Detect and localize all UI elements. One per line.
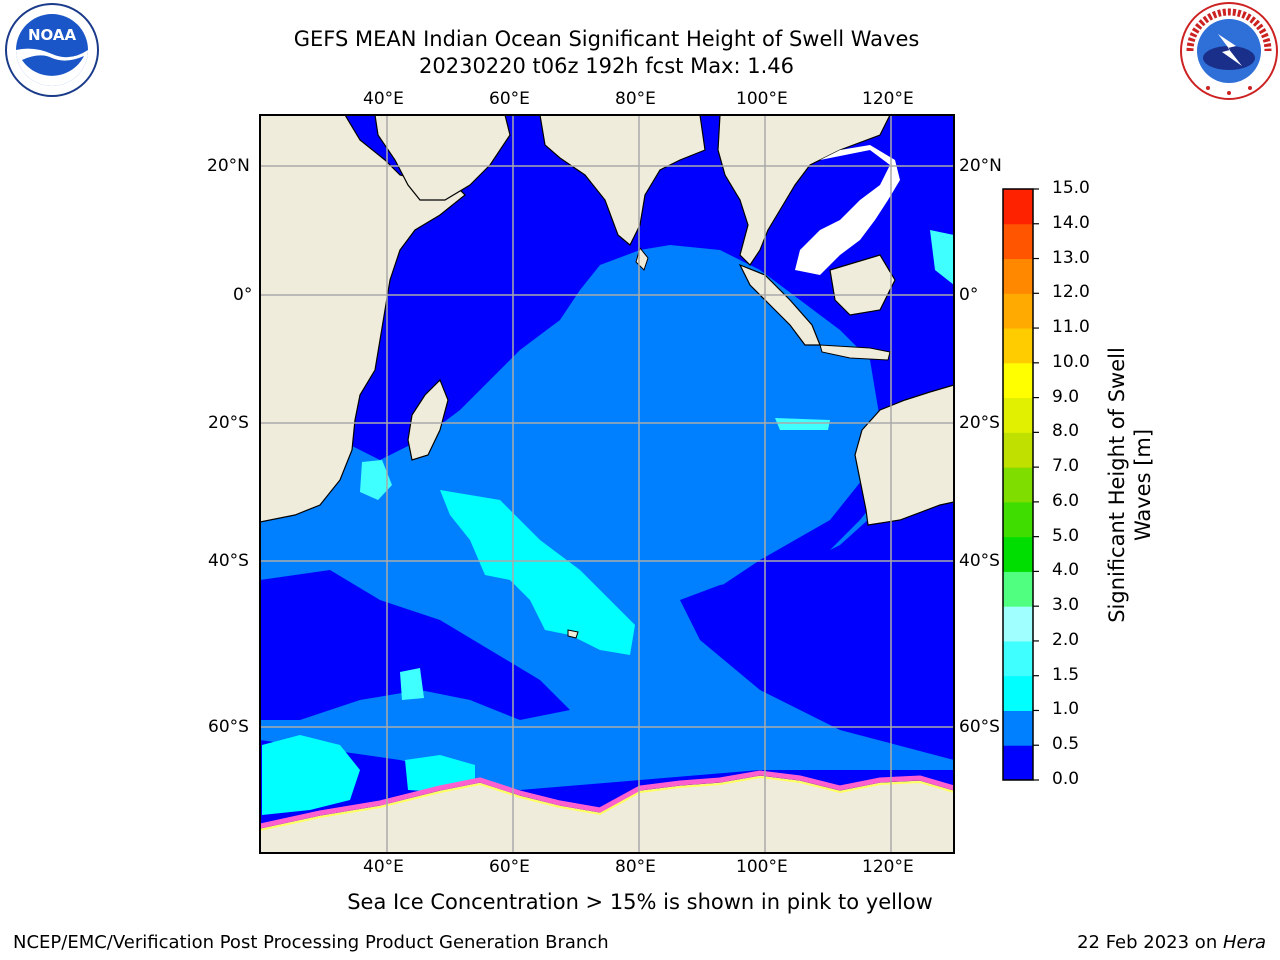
colorbar-segment — [1003, 536, 1033, 572]
colorbar-segment — [1003, 710, 1033, 746]
colorbar-segment — [1003, 362, 1033, 399]
land-india — [539, 115, 706, 246]
ocean-swell-high-west — [360, 460, 392, 500]
colorbar-label-line1: Significant Height of Swell — [1105, 347, 1129, 623]
lon-tick-top-60: 60°E — [489, 89, 530, 109]
colorbar-segment — [1003, 189, 1033, 225]
lon-tick-top-40: 40°E — [363, 89, 404, 109]
gridlines — [260, 115, 954, 853]
colorbar-tick-label: 1.0 — [1052, 699, 1080, 720]
lat-tick-right-20s: 20°S — [959, 413, 1000, 433]
land-seasia — [717, 115, 891, 266]
land-madagascar — [407, 378, 449, 461]
lon-tick-top-80: 80°E — [615, 89, 656, 109]
sea-ice-note: Sea Ice Concentration > 15% is shown in … — [347, 890, 933, 914]
colorbar-segment — [1003, 675, 1033, 711]
sea-ice-pink — [260, 770, 954, 829]
colorbar-segment — [1003, 606, 1033, 642]
lat-tick-right-0: 0° — [959, 285, 979, 305]
land-africa — [260, 115, 466, 523]
colorbar-tick-label: 4.0 — [1052, 560, 1080, 581]
colorbar-tick-label: 5.0 — [1052, 525, 1080, 546]
footer-date: 22 Feb 2023 on Hera — [1077, 932, 1266, 953]
ocean-swell-high-ne — [930, 230, 954, 285]
colorbar — [1002, 188, 1039, 781]
colorbar-tick-label: 9.0 — [1052, 386, 1080, 407]
lat-tick-right-40s: 40°S — [959, 551, 1000, 571]
colorbar-tick-label: 12.0 — [1052, 282, 1090, 303]
colorbar-segment — [1003, 432, 1033, 468]
lon-tick-bottom-40: 40°E — [363, 857, 404, 877]
ocean-swell-low-north — [260, 115, 954, 620]
map-title: GEFS MEAN Indian Ocean Significant Heigh… — [293, 27, 920, 51]
colorbar-tick-label: 3.0 — [1052, 595, 1080, 616]
lon-tick-bottom-60: 60°E — [489, 857, 530, 877]
colorbar-tick-label: 8.0 — [1052, 421, 1080, 442]
colorbar-label-line2: Waves [m] — [1131, 428, 1155, 542]
lat-tick-left-0: 0° — [233, 285, 253, 305]
ocean-swell-high-sw — [262, 735, 360, 815]
ocean-swell-low-east — [680, 380, 954, 760]
noaa-logo: NOAA — [5, 3, 99, 97]
colorbar-segment — [1003, 397, 1033, 433]
ocean-swell-high-center — [440, 490, 635, 655]
colorbar-tick-label: 6.0 — [1052, 490, 1080, 511]
land-arabia — [374, 115, 511, 201]
lat-tick-left-20n: 20°N — [207, 156, 250, 176]
land-kerguelen — [567, 629, 579, 639]
colorbar-tick-label: 1.5 — [1052, 664, 1080, 685]
lon-tick-bottom-80: 80°E — [615, 857, 656, 877]
colorbar-frame — [1002, 188, 1034, 781]
colorbar-tick-label: 11.0 — [1052, 317, 1090, 338]
colorbar-tick-label: 0.0 — [1052, 769, 1080, 789]
lon-tick-bottom-100: 100°E — [736, 857, 788, 877]
colorbar-tick-label: 14.0 — [1052, 212, 1090, 233]
nws-logo — [1180, 2, 1278, 100]
colorbar-tick-label: 0.5 — [1052, 734, 1080, 755]
colorbar-segment — [1003, 328, 1033, 364]
colorbar-segment — [1003, 258, 1033, 294]
lon-tick-bottom-120: 120°E — [862, 857, 914, 877]
lat-tick-left-20s: 20°S — [208, 413, 249, 433]
footer-date-text: 22 Feb 2023 on — [1077, 932, 1223, 953]
colorbar-tick-label: 15.0 — [1052, 178, 1090, 198]
lon-tick-top-120: 120°E — [862, 89, 914, 109]
ocean-swell-high-mid — [775, 418, 830, 430]
colorbar-segment — [1003, 745, 1033, 781]
lon-tick-top-100: 100°E — [736, 89, 788, 109]
lat-tick-right-60s: 60°S — [959, 717, 1000, 737]
ocean-swell-low-sw — [260, 570, 570, 720]
footer-branch: NCEP/EMC/Verification Post Processing Pr… — [13, 932, 609, 953]
land-borneo — [829, 254, 896, 316]
sea-ice-yellow — [260, 775, 954, 831]
footer-machine: Hera — [1222, 932, 1266, 953]
colorbar-segment — [1003, 571, 1033, 607]
colorbar-tick-label: 13.0 — [1052, 247, 1090, 268]
colorbar-tick-label: 2.0 — [1052, 629, 1080, 650]
ocean-swell-high-w2 — [400, 668, 424, 700]
map-subtitle: 20230220 t06z 192h fcst Max: 1.46 — [419, 54, 794, 78]
colorbar-segment — [1003, 223, 1033, 260]
colorbar-segment — [1003, 501, 1033, 538]
colorbar-tick-label: 7.0 — [1052, 456, 1080, 477]
land-java — [819, 344, 891, 361]
map-frame — [259, 114, 955, 854]
noaa-logo-text: NOAA — [28, 26, 77, 44]
colorbar-segment — [1003, 293, 1033, 329]
colorbar-tick-label: 10.0 — [1052, 351, 1090, 372]
colorbar-segment — [1003, 467, 1033, 503]
land-missing-ne — [795, 145, 900, 275]
colorbar-segment — [1003, 640, 1033, 677]
lat-tick-left-40s: 40°S — [208, 551, 249, 571]
land-australia — [854, 384, 954, 526]
lat-tick-left-60s: 60°S — [208, 717, 249, 737]
lat-tick-right-20n: 20°N — [959, 156, 1002, 176]
